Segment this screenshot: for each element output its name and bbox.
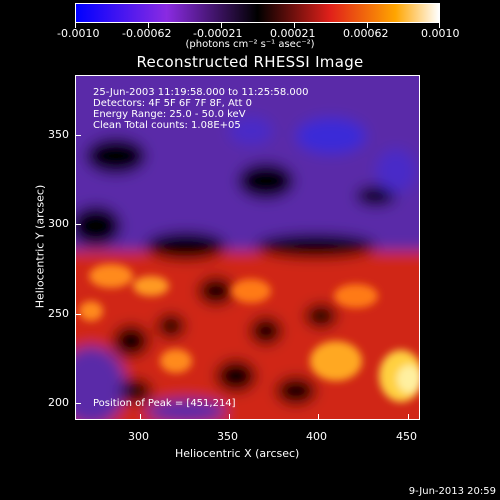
- info-method-counts: Clean Total counts: 1.08E+05: [93, 120, 241, 131]
- info-peak-position: Position of Peak = [451,214]: [93, 398, 236, 409]
- heatmap: [76, 76, 419, 419]
- y-tick-label: 250: [48, 307, 69, 320]
- y-tick-label: 350: [48, 128, 69, 141]
- x-tick-label: 350: [217, 430, 238, 443]
- rhessi-image: [75, 75, 420, 420]
- colorbar-ticks: [75, 22, 440, 28]
- colorbar: [75, 3, 440, 23]
- colorbar-tick-label: 0.00021: [270, 27, 316, 40]
- x-tick-label: 300: [128, 430, 149, 443]
- colorbar-units: (photons cm⁻² s⁻¹ asec⁻²): [185, 39, 315, 50]
- timestamp: 9-Jun-2013 20:59: [408, 486, 496, 497]
- colorbar-gradient: [76, 4, 439, 22]
- x-tick-label: 400: [306, 430, 327, 443]
- y-tick-label: 300: [48, 217, 69, 230]
- colorbar-tick-label: 0.0010: [421, 27, 460, 40]
- y-tick-label: 200: [48, 396, 69, 409]
- y-axis-label: Heliocentric Y (arcsec): [33, 184, 47, 309]
- colorbar-tick-label: -0.00062: [122, 27, 172, 40]
- info-detectors: Detectors: 4F 5F 6F 7F 8F, Att 0: [93, 98, 253, 109]
- info-energy-range: Energy Range: 25.0 - 50.0 keV: [93, 109, 246, 120]
- plot-title: Reconstructed RHESSI Image: [136, 53, 364, 71]
- x-tick-label: 450: [396, 430, 417, 443]
- colorbar-tick-label: -0.0010: [57, 27, 100, 40]
- colorbar-tick-label: 0.00062: [343, 27, 389, 40]
- x-axis-label: Heliocentric X (arcsec): [175, 447, 300, 460]
- colorbar-tick-label: -0.00021: [193, 27, 243, 40]
- info-time-range: 25-Jun-2003 11:19:58.000 to 11:25:58.000: [93, 87, 309, 98]
